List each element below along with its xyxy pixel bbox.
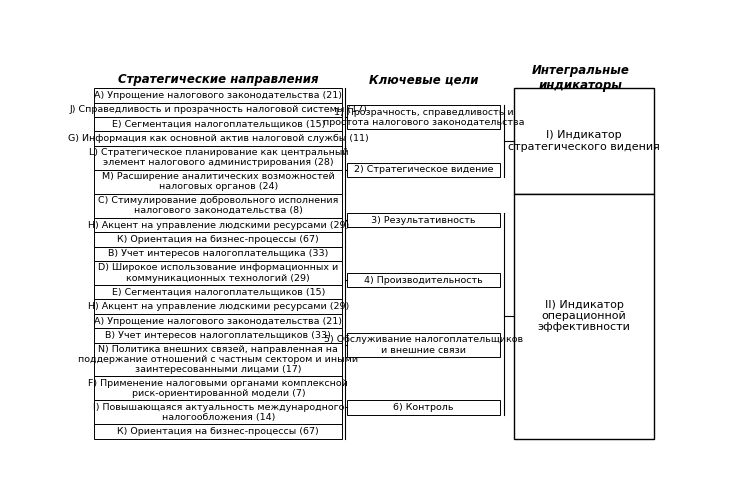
Text: 5) Обслуживание налогоплательщиков
и внешние связи: 5) Обслуживание налогоплательщиков и вне… [324, 336, 523, 355]
Text: 3) Результативность: 3) Результативность [372, 216, 476, 225]
FancyBboxPatch shape [94, 218, 342, 232]
FancyBboxPatch shape [94, 146, 342, 170]
FancyBboxPatch shape [94, 299, 342, 314]
Text: F) Применение налоговыми органами комплексной
риск-ориентированной модели (7): F) Применение налоговыми органами компле… [88, 378, 348, 398]
Text: Н) Акцент на управление людскими ресурсами (29): Н) Акцент на управление людскими ресурса… [88, 302, 349, 311]
Text: I) Повышающаяся актуальность международного
налогообложения (14): I) Повышающаяся актуальность международн… [93, 403, 344, 422]
Text: В) Учет интересов налогоплательщиков (33): В) Учет интересов налогоплательщиков (33… [105, 331, 331, 340]
FancyBboxPatch shape [94, 247, 342, 261]
Text: К) Ориентация на бизнес-процессы (67): К) Ориентация на бизнес-процессы (67) [118, 235, 319, 244]
Text: L) Стратегическое планирование как центральный
элемент налогового администрирова: L) Стратегическое планирование как центр… [88, 148, 348, 167]
Text: J) Справедливость и прозрачность налоговой системы (17): J) Справедливость и прозрачность налогов… [69, 106, 367, 115]
FancyBboxPatch shape [94, 88, 342, 103]
Text: В) Учет интересов налогоплательщика (33): В) Учет интересов налогоплательщика (33) [108, 249, 328, 258]
Text: Интегральные
индикаторы: Интегральные индикаторы [532, 64, 630, 92]
FancyBboxPatch shape [94, 376, 342, 400]
FancyBboxPatch shape [94, 117, 342, 131]
Text: М) Расширение аналитических возможностей
налоговых органов (24): М) Расширение аналитических возможностей… [102, 172, 335, 191]
FancyBboxPatch shape [94, 343, 342, 376]
Text: N) Политика внешних связей, направленная на
поддержание отношений с частным сект: N) Политика внешних связей, направленная… [78, 345, 358, 374]
Text: II) Индикатор
операционной
эффективности: II) Индикатор операционной эффективности [538, 300, 631, 333]
FancyBboxPatch shape [94, 285, 342, 299]
Text: G) Информация как основной актив налоговой службы (11): G) Информация как основной актив налогов… [68, 134, 369, 143]
FancyBboxPatch shape [94, 328, 342, 343]
Text: 1) Прозрачность, справедливость и
простота налогового законодательства: 1) Прозрачность, справедливость и просто… [323, 108, 524, 126]
FancyBboxPatch shape [347, 400, 501, 415]
FancyBboxPatch shape [94, 314, 342, 328]
Text: К) Ориентация на бизнес-процессы (67): К) Ориентация на бизнес-процессы (67) [118, 427, 319, 436]
Text: А) Упрощение налогового законодательства (21): А) Упрощение налогового законодательства… [94, 91, 342, 100]
FancyBboxPatch shape [94, 131, 342, 146]
Text: D) Широкое использование информационных и
коммуникационных технологий (29): D) Широкое использование информационных … [99, 263, 339, 282]
Text: 2) Стратегическое видение: 2) Стратегическое видение [354, 165, 493, 174]
FancyBboxPatch shape [94, 170, 342, 194]
FancyBboxPatch shape [347, 213, 501, 228]
FancyBboxPatch shape [347, 163, 501, 177]
FancyBboxPatch shape [94, 232, 342, 247]
FancyBboxPatch shape [347, 333, 501, 357]
FancyBboxPatch shape [94, 103, 342, 117]
Text: Стратегические направления: Стратегические направления [118, 73, 318, 86]
FancyBboxPatch shape [515, 88, 654, 194]
FancyBboxPatch shape [94, 194, 342, 218]
Text: 6) Контроль: 6) Контроль [393, 403, 454, 412]
FancyBboxPatch shape [94, 400, 342, 424]
Text: 4) Производительность: 4) Производительность [364, 276, 483, 285]
FancyBboxPatch shape [94, 424, 342, 439]
Text: Е) Сегментация налогоплательщиков (15): Е) Сегментация налогоплательщиков (15) [112, 120, 325, 129]
FancyBboxPatch shape [347, 105, 501, 129]
Text: Н) Акцент на управление людскими ресурсами (29): Н) Акцент на управление людскими ресурса… [88, 221, 349, 230]
Text: I) Индикатор
стратегического видения: I) Индикатор стратегического видения [508, 130, 660, 152]
FancyBboxPatch shape [347, 273, 501, 287]
FancyBboxPatch shape [94, 261, 342, 285]
Text: Ключевые цели: Ключевые цели [369, 73, 478, 86]
Text: С) Стимулирование добровольного исполнения
налогового законодательства (8): С) Стимулирование добровольного исполнен… [98, 196, 339, 215]
FancyBboxPatch shape [515, 194, 654, 439]
Text: Е) Сегментация налогоплательщиков (15): Е) Сегментация налогоплательщиков (15) [112, 288, 325, 297]
Text: А) Упрощение налогового законодательства (21): А) Упрощение налогового законодательства… [94, 317, 342, 326]
